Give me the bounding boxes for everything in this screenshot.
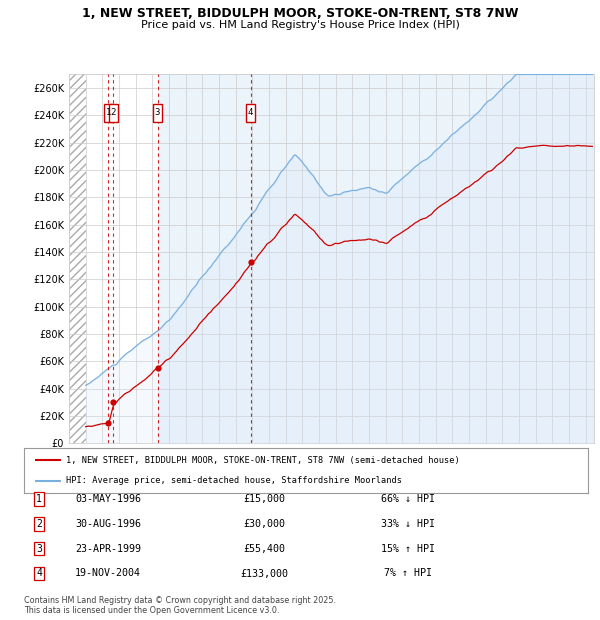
Text: £55,400: £55,400 [243, 544, 285, 554]
Text: HPI: Average price, semi-detached house, Staffordshire Moorlands: HPI: Average price, semi-detached house,… [66, 476, 403, 485]
Text: 1: 1 [36, 494, 42, 504]
Text: 4: 4 [36, 569, 42, 578]
Bar [69, 74, 86, 443]
Text: 03-MAY-1996: 03-MAY-1996 [75, 494, 141, 504]
Text: Price paid vs. HM Land Registry's House Price Index (HPI): Price paid vs. HM Land Registry's House … [140, 20, 460, 30]
FancyBboxPatch shape [109, 104, 118, 122]
Text: 2: 2 [110, 108, 116, 117]
Text: Contains HM Land Registry data © Crown copyright and database right 2025.
This d: Contains HM Land Registry data © Crown c… [24, 596, 336, 615]
Text: 1, NEW STREET, BIDDULPH MOOR, STOKE-ON-TRENT, ST8 7NW (semi-detached house): 1, NEW STREET, BIDDULPH MOOR, STOKE-ON-T… [66, 456, 460, 465]
Text: £30,000: £30,000 [243, 519, 285, 529]
Bar [157, 74, 594, 443]
Text: 7% ↑ HPI: 7% ↑ HPI [384, 569, 432, 578]
FancyBboxPatch shape [104, 104, 113, 122]
Text: 33% ↓ HPI: 33% ↓ HPI [381, 519, 435, 529]
Text: 1: 1 [106, 108, 111, 117]
Text: £15,000: £15,000 [243, 494, 285, 504]
Text: 15% ↑ HPI: 15% ↑ HPI [381, 544, 435, 554]
Text: £133,000: £133,000 [240, 569, 288, 578]
Text: 66% ↓ HPI: 66% ↓ HPI [381, 494, 435, 504]
FancyBboxPatch shape [153, 104, 162, 122]
Text: 2: 2 [36, 519, 42, 529]
Text: 1, NEW STREET, BIDDULPH MOOR, STOKE-ON-TRENT, ST8 7NW: 1, NEW STREET, BIDDULPH MOOR, STOKE-ON-T… [82, 7, 518, 20]
Text: 30-AUG-1996: 30-AUG-1996 [75, 519, 141, 529]
Text: 23-APR-1999: 23-APR-1999 [75, 544, 141, 554]
Text: 3: 3 [36, 544, 42, 554]
FancyBboxPatch shape [246, 104, 255, 122]
Text: 4: 4 [248, 108, 253, 117]
Text: 19-NOV-2004: 19-NOV-2004 [75, 569, 141, 578]
Text: 3: 3 [155, 108, 160, 117]
